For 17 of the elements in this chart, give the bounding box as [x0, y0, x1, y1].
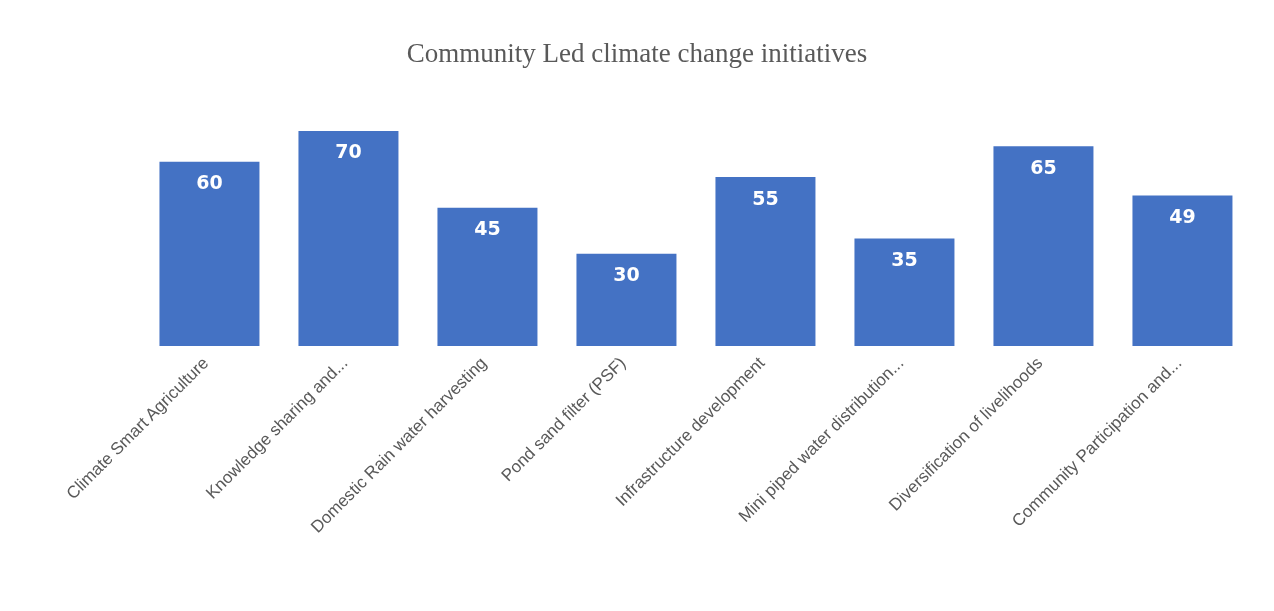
data-label: 45 [474, 217, 501, 240]
bar [298, 131, 399, 346]
data-label: 55 [752, 186, 779, 209]
bar [159, 161, 260, 346]
bar [715, 177, 816, 346]
bar [437, 207, 538, 346]
bar [576, 253, 677, 346]
data-label: 49 [1169, 204, 1196, 227]
bar [1132, 195, 1233, 346]
data-label: 70 [335, 140, 362, 163]
data-label: 65 [1030, 155, 1057, 178]
data-label: 35 [891, 247, 918, 270]
bar [854, 238, 955, 346]
data-label: 30 [613, 263, 640, 286]
bar [993, 146, 1094, 346]
chart-title: Community Led climate change initiatives [405, 38, 869, 69]
data-label: 60 [196, 171, 223, 194]
